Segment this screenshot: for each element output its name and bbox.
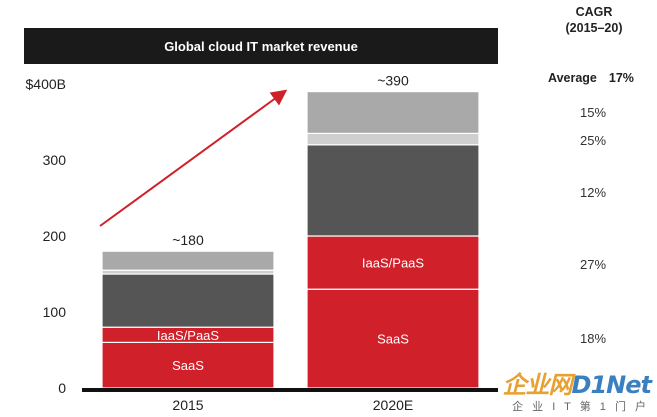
watermark-brand-left: 企业网: [502, 371, 573, 399]
bar-segment-2020E-segment-3: [306, 144, 480, 237]
bar-segment-2020E-segment-5: [306, 90, 480, 134]
watermark-tagline: 企 业 I T 第 1 门 户: [512, 401, 649, 413]
x-category-label: 2020E: [373, 397, 413, 413]
segment-label: SaaS: [377, 332, 409, 347]
cagr-average: Average 17%: [548, 71, 634, 85]
cagr-average-value: 17%: [608, 71, 634, 85]
cagr-value-segment-4: 25%: [579, 133, 607, 148]
bar-segment-2015-saas: [101, 341, 275, 389]
total-label: ~390: [377, 73, 409, 89]
cagr-average-label: Average: [548, 71, 597, 85]
chart-title: Global cloud IT market revenue: [24, 28, 498, 64]
cagr-header: CAGR (2015–20): [565, 5, 623, 35]
x-axis-line: [82, 388, 498, 392]
y-tick-label: 100: [43, 304, 67, 320]
y-tick-label: 200: [43, 228, 67, 244]
y-tick-label: $400B: [26, 76, 66, 92]
y-tick-label: 300: [43, 152, 67, 168]
total-label: ~180: [172, 232, 204, 248]
bar-segment-2020E-saas: [306, 288, 480, 389]
cagr-value-saas: 18%: [579, 331, 607, 346]
cagr-value-segment-3: 12%: [579, 185, 607, 200]
cagr-value-segment-5: 15%: [579, 105, 607, 120]
bar-segment-2020E-iaas-paas: [306, 235, 480, 290]
watermark-brand-right: D1Net: [571, 371, 652, 399]
cagr-value-iaas-paas: 27%: [579, 257, 607, 272]
y-tick-label: 0: [58, 380, 66, 396]
bar-segment-2015-segment-5: [101, 250, 275, 271]
segment-label: IaaS/PaaS: [157, 328, 219, 343]
growth-arrow: [99, 89, 288, 227]
segment-label: IaaS/PaaS: [362, 256, 424, 271]
segment-label: SaaS: [172, 358, 204, 373]
bar-segment-2020E-segment-4: [306, 132, 480, 146]
bar-segment-2015-segment-3: [101, 273, 275, 328]
x-category-label: 2015: [172, 397, 203, 413]
watermark-logo: 企业网D1Net 企 业 I T 第 1 门 户: [492, 372, 657, 417]
